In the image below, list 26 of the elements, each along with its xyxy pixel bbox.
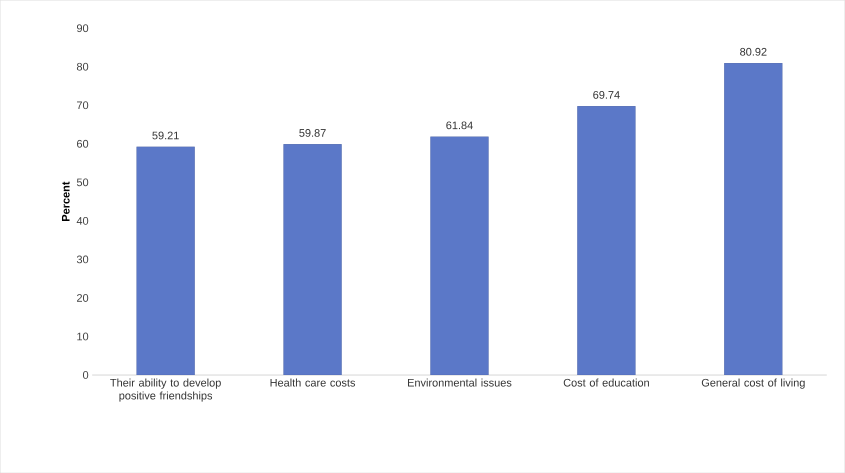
y-tick-label: 40 [76, 216, 88, 225]
y-tick-label: 50 [76, 178, 88, 186]
bar [283, 144, 342, 375]
y-tick-label: 0 [82, 371, 88, 379]
bar [430, 136, 489, 375]
x-tick-label: Environmental issues [408, 378, 512, 387]
y-tick-label: 90 [76, 24, 88, 32]
x-tick-label: Cost of education [564, 378, 649, 387]
y-tick-label: 60 [77, 140, 88, 148]
y-tick-label: 30 [76, 255, 88, 264]
x-tick-label: General cost of living [702, 378, 805, 389]
x-tick-label: Their ability to develop positive friendships [110, 378, 221, 402]
data-label: 59.21 [152, 132, 179, 140]
y-axis-title: Percent [62, 182, 70, 221]
bar [724, 62, 783, 375]
data-label: 61.84 [446, 121, 473, 130]
y-tick-label: 80 [76, 62, 88, 71]
y-tick-label: 20 [77, 294, 88, 302]
data-label: 59.87 [299, 128, 326, 137]
data-label: 69.74 [593, 90, 620, 99]
data-label: 80.92 [740, 48, 766, 56]
bar [136, 146, 195, 375]
x-tick-label: Health care costs [270, 378, 356, 387]
y-tick-label: 10 [77, 332, 88, 340]
y-tick-label: 70 [77, 101, 88, 110]
bar [577, 106, 636, 375]
